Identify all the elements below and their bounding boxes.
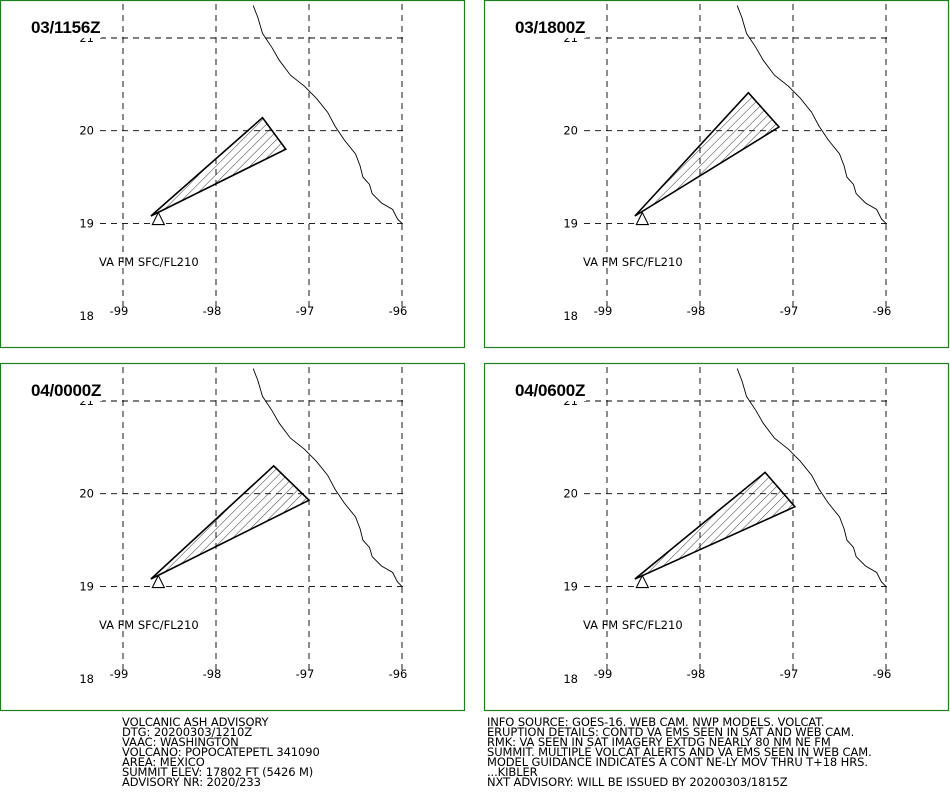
coastline <box>252 368 403 587</box>
panel-time-label: 04/0000Z <box>30 381 103 401</box>
advisory-line: SUMMIT. MULTIPLE VOLCAT ALERTS AND VA EM… <box>487 745 872 759</box>
volcano-icon <box>635 211 650 226</box>
advisory-line: NXT ADVISORY: WILL BE ISSUED BY 20200303… <box>487 775 788 789</box>
advisory-line: AREA: MEXICO <box>122 755 205 769</box>
va-altitude-label: VA FM SFC/FL210 <box>583 255 683 269</box>
ash-cloud-polygon <box>150 116 288 217</box>
longitude-tick-label: -98 <box>687 304 706 318</box>
panel-time-label: 03/1156Z <box>30 18 102 38</box>
latitude-tick-label: 20 <box>563 487 578 501</box>
longitude-tick-label: -96 <box>873 304 892 318</box>
forecast-panel-2: 21 20 19 18 -99 -98 -97 -96 03/1800Z VA FM SFC/… <box>483 0 950 349</box>
latitude-tick-label: 19 <box>563 579 578 593</box>
latitude-tick-label: 18 <box>79 672 94 686</box>
advisory-line: MODEL GUIDANCE INDICATES A CONT NE-LY MO… <box>487 755 868 769</box>
coastline <box>736 368 887 587</box>
latitude-tick-label: 20 <box>79 124 94 138</box>
forecast-panel-1: 21 20 19 18 -99 -98 -97 -96 03/1156Z VA FM SFC/… <box>0 0 466 349</box>
longitude-tick-label: -98 <box>203 667 222 681</box>
longitude-tick-label: -96 <box>873 667 892 681</box>
latitude-tick-label: 18 <box>79 309 94 323</box>
longitude-tick-label: -99 <box>110 667 129 681</box>
panel-time-label: 04/0600Z <box>514 381 587 401</box>
advisory-line: RMK: VA SEEN IN SAT IMAGERY EXTDG NEARLY… <box>487 735 831 749</box>
va-altitude-label: VA FM SFC/FL210 <box>99 618 199 632</box>
latitude-tick-label: 18 <box>563 672 578 686</box>
panel-time-label: 03/1800Z <box>514 18 587 38</box>
advisory-line: VOLCANO: POPOCATEPETL 341090 <box>122 745 320 759</box>
advisory-header-block: VOLCANIC ASH ADVISORY DTG: 20200303/1210… <box>122 715 320 789</box>
latitude-tick-label: 19 <box>79 579 94 593</box>
volcano-icon <box>151 574 166 589</box>
panel-frame <box>483 362 950 712</box>
longitude-tick-label: -97 <box>296 667 315 681</box>
latitude-tick-label: 20 <box>79 487 94 501</box>
latitude-tick-label: 19 <box>79 216 94 230</box>
longitude-tick-label: -96 <box>389 667 408 681</box>
panel-frame <box>0 0 466 349</box>
panel-frame <box>483 0 950 349</box>
longitude-tick-label: -99 <box>594 667 613 681</box>
longitude-tick-label: -99 <box>594 304 613 318</box>
panel-frame <box>0 362 466 712</box>
advisory-line: ERUPTION DETAILS: CONTD VA EMS SEEN IN S… <box>487 725 855 739</box>
volcano-icon <box>635 574 650 589</box>
longitude-tick-label: -97 <box>780 667 799 681</box>
ash-cloud-polygon <box>150 464 311 580</box>
va-altitude-label: VA FM SFC/FL210 <box>99 255 199 269</box>
forecast-panel-3: 21 20 19 18 -99 -98 -97 -96 04/0000Z VA FM SFC/… <box>0 362 466 712</box>
advisory-line: INFO SOURCE: GOES-16. WEB CAM. NWP MODEL… <box>487 715 825 729</box>
advisory-line: ...KIBLER <box>487 765 538 779</box>
coastline <box>252 5 403 224</box>
latitude-tick-label: 20 <box>563 124 578 138</box>
coastline <box>736 5 887 224</box>
longitude-tick-label: -99 <box>110 304 129 318</box>
longitude-tick-label: -98 <box>203 304 222 318</box>
ash-cloud-polygon <box>634 471 797 580</box>
ash-cloud-polygon <box>634 91 781 217</box>
longitude-tick-label: -97 <box>780 304 799 318</box>
longitude-tick-label: -98 <box>687 667 706 681</box>
advisory-details-block: INFO SOURCE: GOES-16. WEB CAM. NWP MODEL… <box>487 715 872 789</box>
forecast-panel-4: 21 20 19 18 -99 -98 -97 -96 04/0600Z VA FM SFC/… <box>483 362 950 712</box>
volcano-icon <box>151 211 166 226</box>
advisory-line: SUMMIT ELEV: 17802 FT (5426 M) <box>122 765 314 779</box>
latitude-tick-label: 18 <box>563 309 578 323</box>
advisory-line: VAAC: WASHINGTON <box>122 735 239 749</box>
longitude-tick-label: -96 <box>389 304 408 318</box>
advisory-line: DTG: 20200303/1210Z <box>122 725 252 739</box>
advisory-line: VOLCANIC ASH ADVISORY <box>122 715 269 729</box>
advisory-line: ADVISORY NR: 2020/233 <box>122 775 261 789</box>
latitude-tick-label: 19 <box>563 216 578 230</box>
longitude-tick-label: -97 <box>296 304 315 318</box>
va-altitude-label: VA FM SFC/FL210 <box>583 618 683 632</box>
